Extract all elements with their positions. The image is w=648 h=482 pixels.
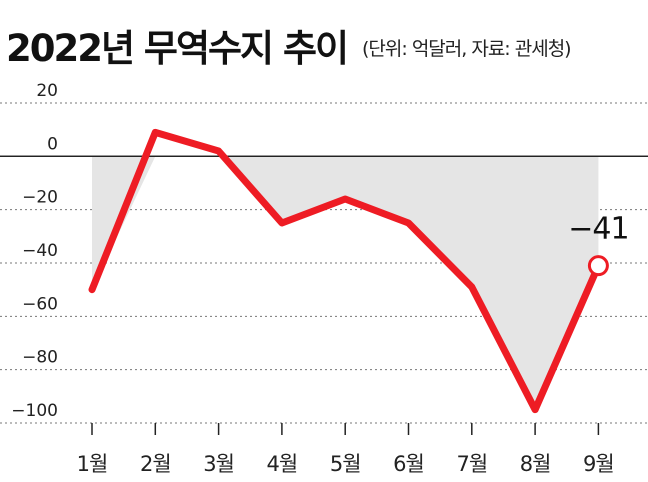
y-tick-label: −40 (22, 241, 58, 261)
last-point-marker (587, 255, 609, 277)
data-label: −41 (568, 212, 628, 247)
y-tick-label: −60 (22, 294, 58, 314)
y-tick-label: −80 (22, 348, 58, 368)
unit-note: (단위: 억달러, 자료: 관세청) (362, 38, 572, 60)
trade-balance-line (88, 128, 602, 414)
y-tick-label: 0 (47, 134, 58, 154)
y-tick-label: −100 (11, 401, 58, 421)
deficit-area (92, 156, 599, 410)
x-tick-label: 2월 (140, 452, 171, 476)
x-tick-label: 9월 (583, 452, 614, 476)
x-tick-label: 1월 (77, 452, 108, 476)
chart-title: 2022년 무역수지 추이 (6, 27, 349, 70)
x-tick-label: 5월 (330, 452, 361, 476)
x-tick-label: 4월 (267, 452, 298, 476)
x-tick-label: 6월 (393, 452, 424, 476)
y-tick-label: −20 (22, 188, 58, 208)
y-tick-label: 20 (36, 81, 58, 101)
x-tick-label: 8월 (520, 452, 551, 476)
x-tick-label: 3월 (203, 452, 234, 476)
x-tick-label: 7월 (456, 452, 487, 476)
